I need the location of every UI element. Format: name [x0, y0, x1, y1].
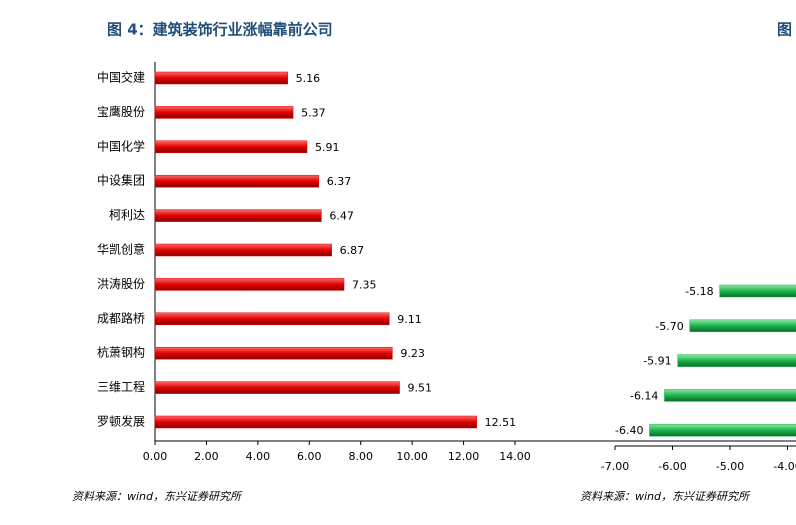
- x-tick-label: 6.00: [297, 450, 322, 463]
- data-label: 5.37: [301, 106, 326, 119]
- bar: [154, 71, 288, 85]
- bar: [154, 106, 294, 119]
- y-tick-label: 成都路桥: [97, 310, 145, 325]
- bar: [664, 389, 796, 402]
- data-label: -5.70: [655, 320, 683, 333]
- data-label: 6.37: [327, 175, 352, 188]
- data-label: -5.91: [643, 355, 671, 368]
- x-tick-label: -4.00: [773, 460, 796, 473]
- data-label: -5.18: [685, 285, 713, 298]
- bar: [154, 415, 477, 429]
- y-tick-label: 柯利达: [109, 208, 145, 222]
- y-tick-label: 罗顿发展: [97, 414, 145, 429]
- x-tick-label: -7.00: [601, 460, 629, 473]
- bar: [649, 423, 796, 437]
- chart-title: 图: [777, 21, 792, 39]
- data-label: 5.16: [296, 72, 321, 85]
- x-tick-label: 8.00: [348, 450, 373, 463]
- chart-title: 图 4：建筑装饰行业涨幅靠前公司: [107, 21, 333, 39]
- data-label: 5.91: [315, 141, 340, 154]
- x-tick-label: -6.00: [658, 460, 686, 473]
- bar: [154, 312, 390, 326]
- bar: [677, 354, 796, 367]
- data-label: 6.47: [329, 210, 354, 223]
- data-label: 9.51: [408, 382, 433, 395]
- data-label: 12.51: [485, 416, 516, 429]
- bar: [154, 209, 322, 222]
- y-tick-label: 华凯创意: [97, 242, 145, 257]
- bar: [154, 174, 320, 188]
- y-tick-label: 宝鹰股份: [97, 104, 145, 119]
- data-label: -6.40: [615, 424, 643, 437]
- data-label: 9.23: [400, 347, 425, 360]
- bar: [154, 346, 393, 360]
- y-tick-label: 杭萧钢构: [97, 345, 145, 360]
- bar: [154, 243, 332, 257]
- y-tick-label: 三维工程: [97, 379, 145, 394]
- y-tick-label: 中国交建: [97, 70, 145, 85]
- y-tick-label: 中设集团: [97, 173, 145, 188]
- data-label: 6.87: [340, 244, 365, 257]
- bar: [154, 278, 345, 291]
- bar: [154, 140, 308, 154]
- source-note: 资料来源：wind，东兴证券研究所: [72, 490, 243, 503]
- data-label: 9.11: [397, 313, 422, 326]
- data-label: -6.14: [630, 389, 658, 402]
- y-tick-label: 中国化学: [97, 138, 145, 153]
- source-note: 资料来源：wind，东兴证券研究所: [580, 490, 751, 503]
- x-tick-label: 10.00: [396, 450, 428, 463]
- y-tick-label: 洪涛股份: [97, 276, 145, 291]
- x-tick-label: 12.00: [448, 450, 480, 463]
- x-tick-label: 0.00: [143, 450, 168, 463]
- x-tick-label: 2.00: [194, 450, 219, 463]
- bar: [154, 381, 400, 394]
- bar: [719, 284, 796, 298]
- x-tick-label: 4.00: [246, 450, 271, 463]
- bar: [689, 319, 796, 333]
- x-tick-label: 14.00: [499, 450, 531, 463]
- data-label: 7.35: [352, 278, 377, 291]
- x-tick-label: -5.00: [716, 460, 744, 473]
